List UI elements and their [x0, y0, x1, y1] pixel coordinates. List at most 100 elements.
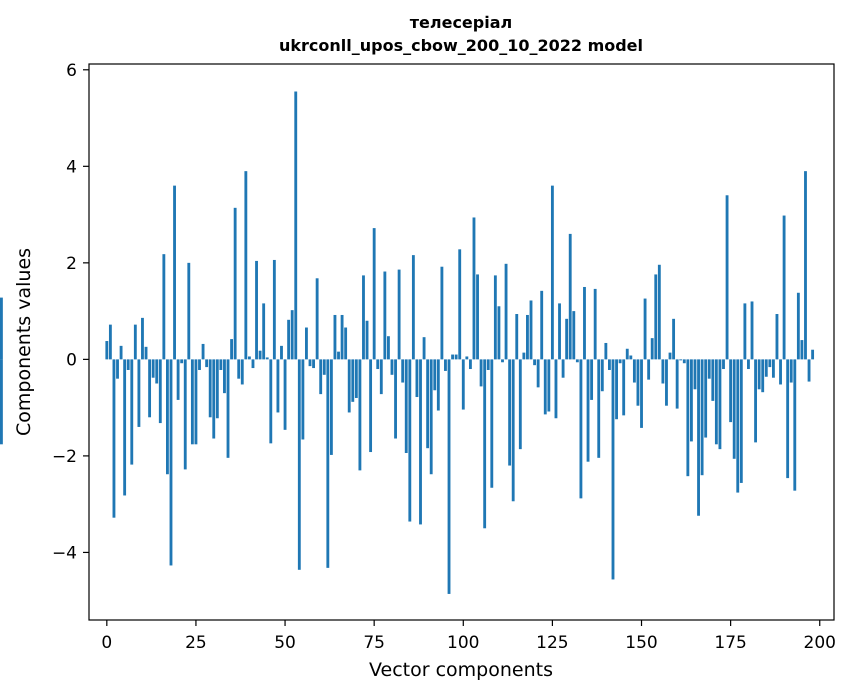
bar-component-12: [148, 359, 152, 418]
x-tick-label: 125: [536, 633, 568, 653]
plot-frame: [88, 63, 835, 621]
bar-component-19: [173, 185, 176, 360]
bar-component-126: [554, 359, 558, 419]
bar-component-122: [540, 290, 544, 360]
bar-component-30: [212, 359, 216, 439]
bar-component-14: [155, 359, 159, 384]
bar-component-32: [219, 359, 223, 370]
bar-component-162: [682, 359, 686, 364]
bar-component-55: [301, 359, 305, 440]
chart-title-line1: телесеріал: [410, 13, 512, 32]
bar-component-84: [404, 359, 408, 453]
bar-component-58: [312, 359, 315, 369]
bar-component-165: [693, 359, 697, 390]
bar-component-185: [764, 359, 768, 377]
bar-component-133: [579, 359, 583, 499]
bar-component-178: [739, 359, 743, 483]
bar-component-11: [144, 346, 148, 360]
y-tick-label: 2: [66, 254, 77, 274]
bar-component-51: [287, 319, 291, 360]
bar-component-150: [640, 359, 643, 428]
bar-component-184: [761, 359, 765, 393]
bar-component-149: [636, 359, 640, 406]
bar-component-191: [786, 359, 790, 479]
x-axis-ticks: 0 25 50 75 100 125 150 175 200: [101, 620, 836, 653]
bar-component-77: [379, 359, 383, 395]
bar-component-160: [675, 359, 679, 409]
bar-component-108: [490, 359, 494, 488]
bar-component-127: [558, 303, 561, 360]
bar-component-141: [608, 359, 611, 370]
x-tick-label: 150: [625, 633, 657, 653]
bar-component-25: [194, 359, 198, 445]
y-axis-ticks: −4 −2 0 2 4 6: [52, 61, 89, 563]
bar-component-45: [265, 357, 269, 360]
bar-component-177: [736, 359, 740, 493]
bar-component-8: [133, 324, 137, 360]
bar-component-114: [511, 359, 515, 502]
bar-component-16: [162, 254, 166, 360]
bar-component-56: [305, 327, 308, 360]
bar-component-17: [166, 359, 169, 475]
bar-component-170: [711, 359, 715, 401]
bar-component-157: [665, 359, 668, 406]
bar-component-66: [340, 314, 344, 360]
y-tick-label: −4: [52, 543, 77, 563]
bar-component-121: [536, 359, 540, 388]
bar-component-87: [415, 359, 419, 398]
bar-component-179: [743, 303, 747, 360]
bar-component-188: [775, 314, 779, 360]
bar-component-62: [326, 359, 330, 568]
bar-component-128: [561, 359, 565, 378]
bar-component-196: [804, 171, 807, 360]
bar-component-0: [105, 341, 109, 360]
bar-component-134: [583, 286, 586, 360]
bar-component-29: [208, 359, 212, 418]
bar-component-74: [369, 359, 373, 453]
bar-component-94: [440, 266, 444, 360]
y-tick-label: 0: [66, 350, 77, 370]
bar-component-2: [112, 359, 116, 518]
bar-component-107: [486, 359, 490, 370]
bar-component-26: [198, 359, 201, 370]
y-tick-label: 4: [66, 157, 77, 177]
bar-component-164: [689, 359, 693, 442]
bar-component-22: [183, 359, 187, 470]
bar-component-81: [394, 359, 397, 439]
bar-component-65: [337, 351, 340, 360]
bar-component-23: [187, 262, 191, 360]
bar-component-31: [215, 359, 219, 419]
bar-component-5: [123, 359, 127, 496]
bar-component-163: [686, 359, 690, 477]
bar-component-174: [725, 195, 729, 360]
bar-component-123: [543, 359, 547, 415]
y-axis-label: Components values: [13, 248, 35, 436]
bar-component-159: [672, 318, 676, 360]
bar-component-111: [501, 359, 504, 363]
bar-component-76: [376, 359, 380, 370]
x-axis-label: Vector components: [369, 659, 553, 681]
bar-component-195: [800, 340, 804, 360]
bar-component-161: [679, 359, 683, 361]
x-tick-label: 75: [363, 633, 385, 653]
bar-component-15: [158, 359, 162, 424]
bar-component-189: [779, 359, 782, 385]
bar-component-135: [586, 359, 590, 462]
bar-component-49: [280, 345, 283, 360]
bar-component-40: [247, 356, 251, 360]
bar-component-180: [747, 359, 750, 370]
bar-component-167: [700, 359, 704, 476]
bar-component-1: [108, 324, 112, 360]
bar-component-44: [262, 303, 266, 360]
bar-component-144: [618, 359, 622, 364]
bar-component-109: [493, 275, 497, 360]
bar-component-118: [526, 314, 529, 360]
bar-component-156: [661, 359, 665, 384]
bar-component-78: [383, 271, 387, 360]
bar-component-116: [518, 359, 522, 450]
bar-component-34: [226, 359, 230, 458]
bar-component-73: [365, 320, 369, 360]
bar-component-75: [372, 228, 376, 360]
bar-component-120: [533, 359, 536, 366]
